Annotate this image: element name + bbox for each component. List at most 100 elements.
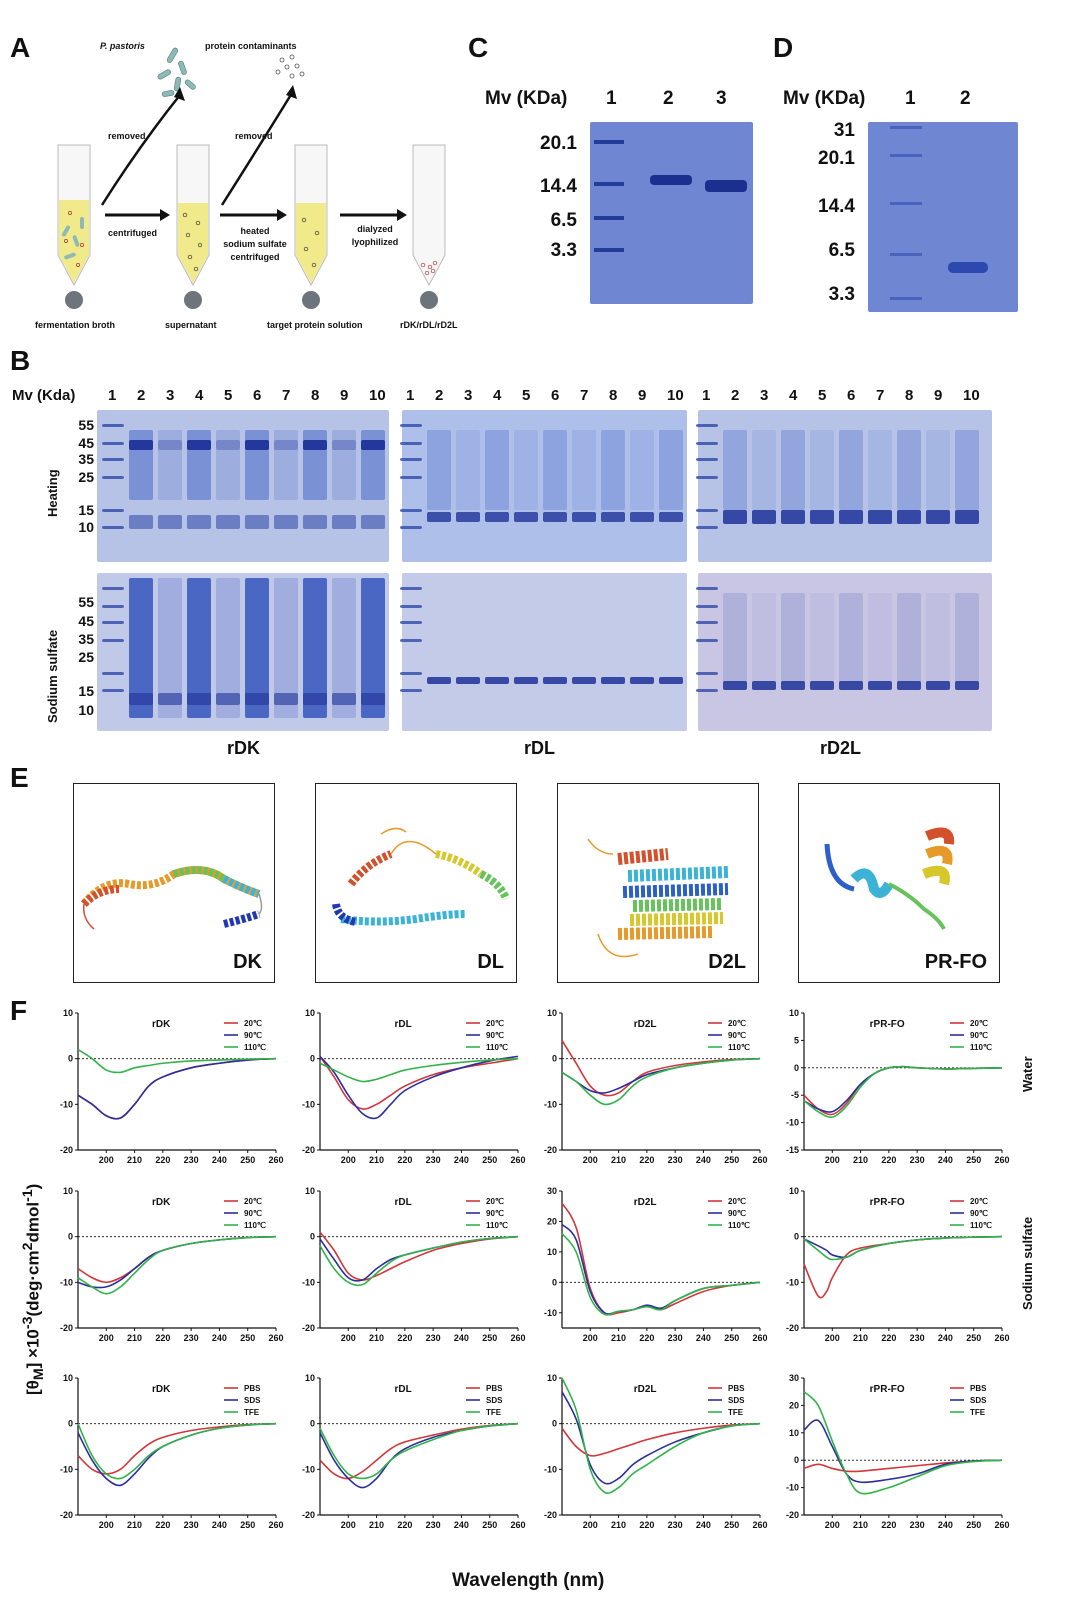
mv-label-d: Mv (KDa) [783,88,866,109]
marker-band [890,126,922,129]
x-tick-label: 240 [696,1520,711,1530]
x-tick-label: 230 [426,1333,441,1343]
gel-band [332,578,356,718]
legend-label: 110℃ [970,1221,992,1230]
y-tick-label: 30 [547,1186,557,1196]
lane-label: 6 [551,387,560,404]
gel-band [485,430,509,510]
series-line [803,1065,1003,1116]
x-tick-label: 210 [369,1333,384,1343]
marker-band [594,182,624,186]
marker-band [890,202,922,205]
legend-label: 20℃ [728,1197,746,1206]
lane-label: 8 [311,387,320,404]
marker-label: 15 [78,502,94,518]
removed-label-1: removed [108,131,146,141]
gel-band [514,677,538,684]
series-line [77,1057,277,1120]
x-tick-label: 240 [212,1520,227,1530]
gel-band [810,593,834,683]
legend-label: 20℃ [970,1019,988,1028]
gel-band [102,458,124,461]
removed-label-2: removed [235,131,273,141]
gel-band [102,605,124,608]
x-tick-label: 250 [482,1155,497,1165]
gel-band [572,430,596,510]
gel-band [216,578,240,718]
legend-label: 90℃ [244,1031,262,1040]
gel-rd2l-heating [698,410,992,562]
marker-band [890,297,922,300]
gel-band [400,442,422,445]
gel-band [158,578,182,718]
legend-label: TFE [486,1408,502,1417]
gel-band [274,578,298,718]
y-tick-label: 10 [789,1008,799,1018]
gel-band [102,442,124,445]
gel-band [456,677,480,684]
gel-band [427,512,451,522]
tube-1-icon [57,144,91,287]
gel-band [696,605,718,608]
x-tick-label: 240 [212,1155,227,1165]
chart-title: rDK [152,1384,171,1395]
gel-band [400,639,422,642]
contaminant-dots-icon [275,54,305,79]
marker-label: 55 [78,594,94,610]
gel-band [572,677,596,684]
legend-label: 20℃ [486,1019,504,1028]
gel-band [839,681,863,690]
gel-band [868,510,892,524]
gel-band [400,458,422,461]
y-tick-label: -10 [544,1308,557,1318]
marker-band [594,140,624,144]
y-tick-label: -10 [786,1118,799,1128]
y-tick-label: -10 [302,1277,315,1287]
x-tick-label: 250 [240,1333,255,1343]
cd-chart: 10 0 -10 -20 200 210 220 230 240 250 260 rDL PBS SDS T… [302,1373,526,1530]
gel-band [696,509,718,512]
x-tick-label: 200 [99,1155,114,1165]
marker-label: 35 [78,451,94,467]
marker-label: 14.4 [540,176,577,197]
x-tick-label: 220 [397,1520,412,1530]
legend-label: 110℃ [244,1221,266,1230]
x-tick-label: 240 [938,1333,953,1343]
helix-dl-icon [332,827,510,926]
gel-band [752,510,776,524]
lane-label: 2 [435,387,444,404]
cd-chart: 30 20 10 0 -10 -20 200 210 220 230 240 250 260 rPR-FO… [786,1373,1010,1530]
chart-title: rD2L [634,1197,657,1208]
lane-label: 6 [253,387,262,404]
x-tick-label: 210 [127,1333,142,1343]
x-tick-label: 220 [397,1155,412,1165]
gel-band [659,430,683,510]
lane-label: 10 [963,387,980,404]
lane-label: 1 [108,387,117,404]
gel-band [102,424,124,427]
x-tick-label: 230 [184,1155,199,1165]
gel-band [456,512,480,522]
marker-label: 10 [78,519,94,535]
x-tick-label: 260 [268,1155,283,1165]
gel-band [400,476,422,479]
gel-band [781,593,805,683]
legend-label: 20℃ [244,1019,262,1028]
series-line [319,1422,519,1480]
cd-chart: 10 0 -10 -20 200 210 220 230 240 250 260 rDL 20℃ 90℃ 1… [302,1008,526,1165]
x-tick-label: 240 [938,1520,953,1530]
y-tick-label: 0 [68,1054,73,1064]
y-tick-label: 10 [63,1373,73,1383]
x-tick-label: 250 [966,1155,981,1165]
gel-band [158,515,182,529]
legend-label: 110℃ [728,1221,750,1230]
lane-label: 1 [905,88,916,109]
gel-band [839,430,863,510]
tube-num-2: 2 [187,328,194,340]
x-tick-label: 220 [881,1155,896,1165]
y-tick-label: 0 [310,1054,315,1064]
x-tick-label: 200 [825,1520,840,1530]
x-tick-label: 200 [99,1520,114,1530]
y-tick-label: 0 [794,1063,799,1073]
gel-band [514,430,538,510]
